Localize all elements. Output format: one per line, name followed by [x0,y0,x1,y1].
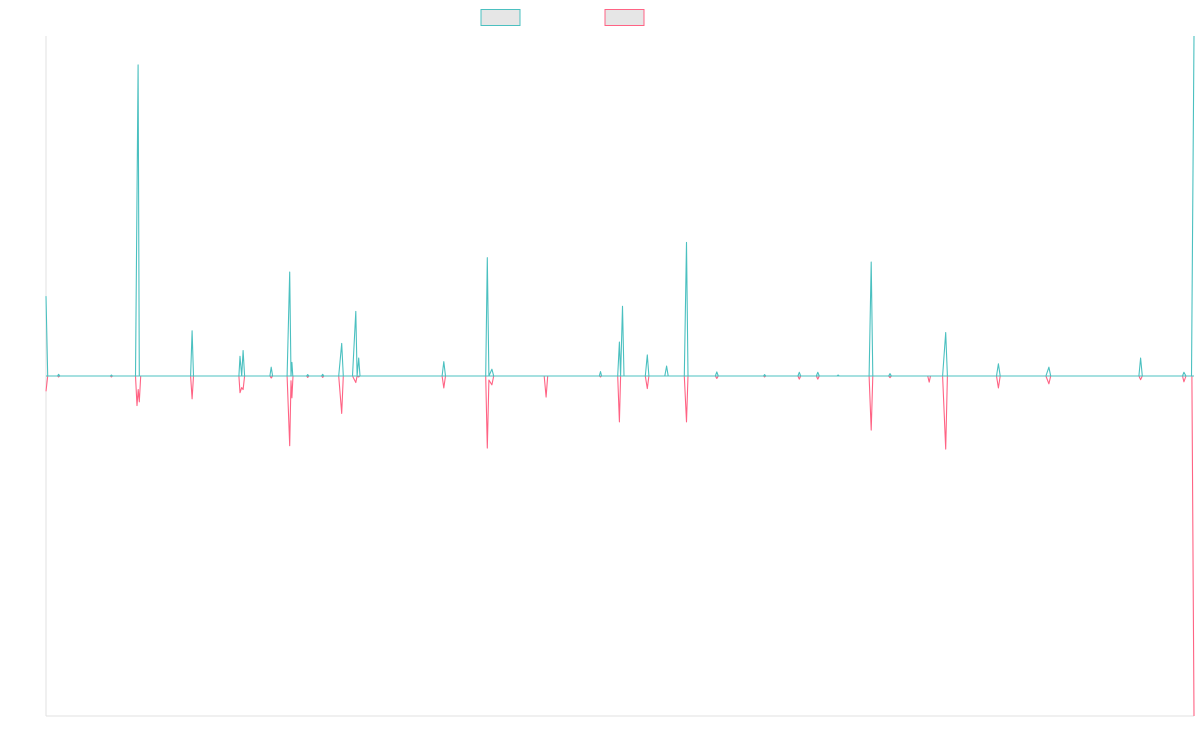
series-layer [45,35,1195,717]
series-line-2 [45,375,1195,717]
legend [480,9,645,26]
legend-swatch-1 [480,9,521,26]
series-line-1 [45,35,1195,377]
legend-swatch-2 [604,9,645,26]
